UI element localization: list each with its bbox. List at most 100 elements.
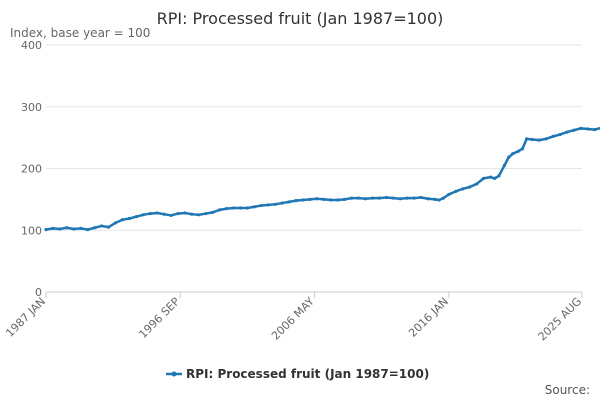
data-point[interactable] bbox=[72, 227, 76, 231]
data-point[interactable] bbox=[93, 226, 97, 230]
data-point[interactable] bbox=[537, 138, 541, 142]
data-point[interactable] bbox=[405, 196, 409, 200]
y-tick-label: 200 bbox=[21, 163, 42, 176]
data-point[interactable] bbox=[294, 199, 298, 203]
data-point[interactable] bbox=[106, 225, 111, 229]
series-group bbox=[44, 126, 600, 232]
series-points bbox=[44, 126, 597, 232]
data-point[interactable] bbox=[99, 224, 104, 228]
data-point[interactable] bbox=[437, 198, 441, 202]
data-point[interactable] bbox=[273, 202, 277, 206]
y-tick-labels: 0 100 200 300 400 bbox=[21, 39, 42, 299]
data-point[interactable] bbox=[419, 195, 423, 200]
data-point[interactable] bbox=[155, 211, 159, 215]
data-point[interactable] bbox=[551, 134, 555, 138]
data-point[interactable] bbox=[65, 226, 69, 230]
data-point[interactable] bbox=[259, 203, 263, 208]
x-tick-label: 2006 MAY bbox=[269, 295, 317, 343]
data-point[interactable] bbox=[162, 212, 166, 216]
data-point[interactable] bbox=[447, 192, 451, 197]
legend[interactable]: RPI: Processed fruit (Jan 1987=100) bbox=[166, 367, 429, 381]
data-point[interactable] bbox=[197, 213, 201, 217]
data-point[interactable] bbox=[454, 189, 458, 193]
data-point[interactable] bbox=[441, 196, 445, 200]
data-point[interactable] bbox=[211, 210, 215, 214]
data-point[interactable] bbox=[231, 206, 236, 210]
data-point[interactable] bbox=[336, 198, 340, 202]
data-point[interactable] bbox=[398, 197, 402, 201]
y-axis-label: Index, base year = 100 bbox=[10, 26, 150, 40]
data-point[interactable] bbox=[507, 155, 511, 159]
grid bbox=[46, 44, 582, 231]
data-point[interactable] bbox=[426, 197, 430, 201]
data-point[interactable] bbox=[141, 213, 145, 217]
data-point[interactable] bbox=[516, 149, 520, 153]
data-point[interactable] bbox=[412, 196, 416, 200]
data-point[interactable] bbox=[530, 137, 534, 142]
data-point[interactable] bbox=[315, 197, 319, 201]
data-point[interactable] bbox=[266, 203, 270, 207]
data-point[interactable] bbox=[134, 215, 138, 219]
data-point[interactable] bbox=[183, 211, 187, 215]
data-point[interactable] bbox=[572, 128, 576, 132]
chart-title: RPI: Processed fruit (Jan 1987=100) bbox=[157, 9, 444, 28]
data-point[interactable] bbox=[363, 197, 368, 201]
data-point[interactable] bbox=[461, 187, 465, 191]
data-point[interactable] bbox=[511, 152, 515, 156]
data-point[interactable] bbox=[520, 147, 525, 151]
x-tick-label: 2025 AUG bbox=[536, 295, 585, 344]
y-tick-label: 300 bbox=[21, 101, 42, 114]
data-point[interactable] bbox=[343, 197, 347, 201]
data-point[interactable] bbox=[148, 211, 152, 216]
series-line bbox=[44, 126, 600, 231]
legend-swatch-marker bbox=[171, 371, 177, 377]
data-point[interactable] bbox=[287, 200, 291, 204]
data-point[interactable] bbox=[377, 196, 382, 200]
data-point[interactable] bbox=[204, 211, 208, 216]
data-point[interactable] bbox=[280, 201, 284, 205]
data-point[interactable] bbox=[252, 205, 256, 209]
data-point[interactable] bbox=[329, 198, 333, 202]
data-point[interactable] bbox=[225, 207, 229, 211]
data-point[interactable] bbox=[488, 175, 493, 179]
data-point[interactable] bbox=[176, 211, 180, 216]
data-point[interactable] bbox=[370, 196, 375, 200]
data-point[interactable] bbox=[238, 206, 243, 210]
data-point[interactable] bbox=[120, 218, 125, 222]
data-point[interactable] bbox=[384, 195, 388, 200]
y-tick-label: 100 bbox=[21, 224, 42, 237]
data-point[interactable] bbox=[322, 197, 326, 201]
data-point[interactable] bbox=[525, 137, 529, 141]
data-point[interactable] bbox=[558, 132, 562, 137]
y-tick-label: 400 bbox=[21, 39, 42, 52]
data-point[interactable] bbox=[51, 226, 55, 230]
data-point[interactable] bbox=[482, 176, 486, 180]
data-point[interactable] bbox=[565, 130, 569, 134]
data-point[interactable] bbox=[190, 212, 194, 216]
data-point[interactable] bbox=[586, 127, 590, 131]
data-point[interactable] bbox=[308, 197, 312, 201]
data-point[interactable] bbox=[593, 128, 597, 132]
data-point[interactable] bbox=[127, 216, 131, 221]
data-point[interactable] bbox=[301, 198, 305, 202]
data-point[interactable] bbox=[493, 176, 497, 180]
data-point[interactable] bbox=[86, 228, 90, 232]
data-point[interactable] bbox=[245, 206, 250, 210]
data-point[interactable] bbox=[475, 182, 479, 186]
data-point[interactable] bbox=[44, 228, 48, 232]
data-point[interactable] bbox=[497, 174, 501, 178]
data-point[interactable] bbox=[350, 196, 354, 200]
data-point[interactable] bbox=[79, 226, 83, 230]
data-point[interactable] bbox=[502, 163, 507, 168]
data-point[interactable] bbox=[169, 213, 173, 218]
data-point[interactable] bbox=[544, 137, 548, 141]
data-point[interactable] bbox=[356, 196, 361, 200]
data-point[interactable] bbox=[468, 185, 472, 189]
data-point[interactable] bbox=[218, 208, 222, 212]
data-point[interactable] bbox=[113, 221, 118, 225]
data-point[interactable] bbox=[391, 196, 395, 200]
data-point[interactable] bbox=[433, 197, 437, 201]
data-point[interactable] bbox=[579, 126, 583, 130]
data-point[interactable] bbox=[58, 227, 62, 231]
